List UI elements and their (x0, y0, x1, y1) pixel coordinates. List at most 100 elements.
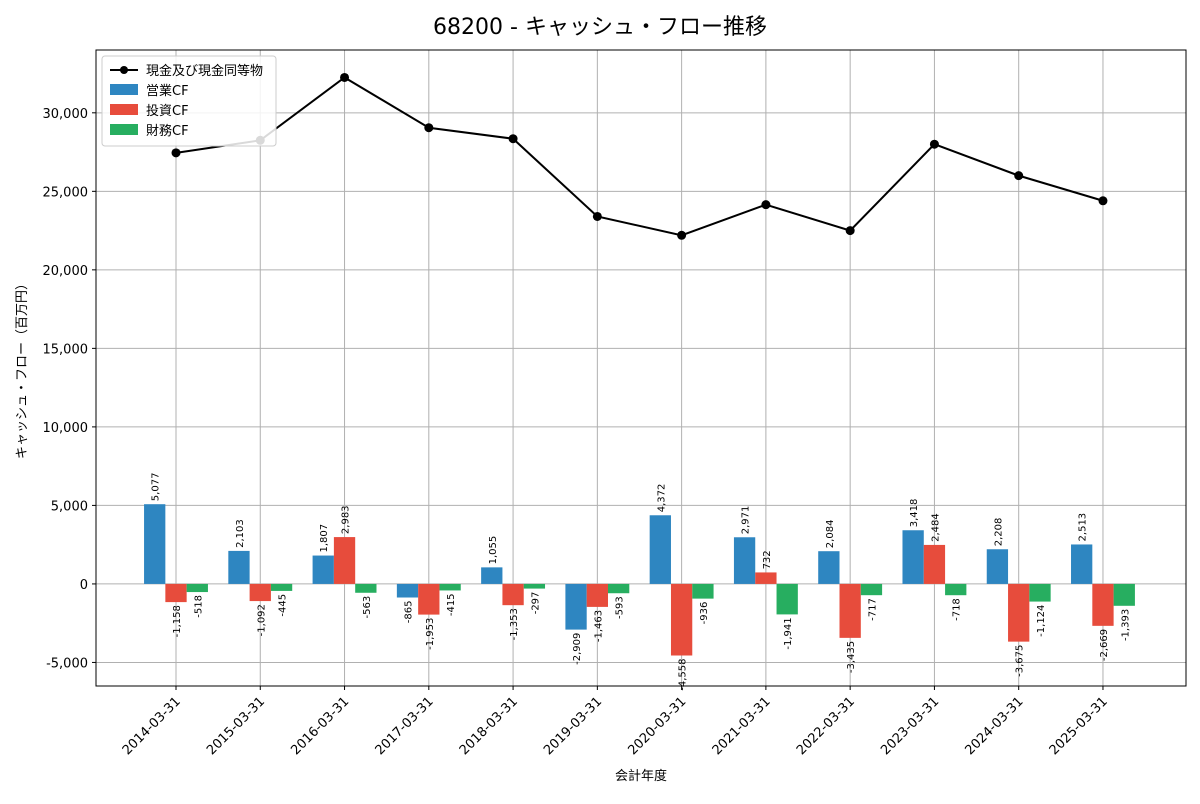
cash-balance-point (1014, 171, 1024, 181)
bar-financing (1029, 583, 1051, 602)
bar-value-label: -518 (193, 595, 204, 618)
x-tick-label: 2016-03-31 (288, 694, 352, 758)
bar-value-label: -1,158 (172, 605, 183, 637)
bar-operating (228, 550, 250, 584)
bar-value-label: 2,983 (341, 505, 352, 534)
bar-value-label: -1,941 (783, 617, 794, 649)
x-axis-label: 会計年度 (615, 768, 667, 784)
legend-box (101, 55, 277, 147)
bar-value-label: 2,971 (741, 506, 752, 535)
x-tick-label: 2017-03-31 (373, 694, 437, 758)
bar-value-label: -717 (867, 598, 878, 621)
y-tick-label: 30,000 (43, 107, 89, 122)
grid-layer (96, 50, 1186, 686)
bar-investing (502, 583, 524, 606)
bar-operating (565, 583, 587, 630)
bar-value-label: 2,484 (930, 513, 941, 542)
bar-value-label: 5,077 (151, 473, 162, 502)
bar-investing (923, 544, 946, 584)
legend-entry-label: 営業CF (146, 83, 189, 99)
bar-financing (945, 583, 967, 596)
bar-value-label: -4,558 (678, 659, 689, 691)
bar-operating (818, 551, 840, 584)
bar-operating (986, 549, 1009, 584)
bar-value-label: -415 (446, 593, 457, 616)
x-tick-label: 2024-03-31 (962, 694, 1026, 758)
y-axis-label: キャッシュ・フロー（百万円） (15, 277, 30, 459)
bar-value-label: -1,463 (593, 610, 604, 642)
legend-swatch-bar (110, 124, 138, 135)
bar-operating (649, 515, 671, 584)
axes-frame (95, 49, 1187, 687)
y-tick-label: -5,000 (46, 656, 88, 671)
bar-investing (670, 583, 693, 656)
y-tick-label: 5,000 (51, 499, 88, 514)
bar-financing (355, 583, 377, 593)
bar-value-label: -563 (362, 596, 373, 619)
cash-balance-line (175, 76, 1104, 237)
cash-balance-point (424, 123, 434, 133)
chart-title: 68200 - キャッシュ・フロー推移 (433, 15, 767, 40)
x-tick-label: 2022-03-31 (794, 694, 858, 758)
bar-financing (608, 583, 630, 594)
cash-balance-point (340, 72, 350, 82)
bar-value-label: 1,055 (488, 536, 499, 565)
bar-value-label: -1,953 (425, 618, 436, 650)
y-tick-label: 0 (80, 578, 88, 593)
cash-balance-point (592, 211, 602, 221)
cash-balance-point (171, 148, 181, 158)
legend-swatch-marker (120, 66, 128, 74)
bar-investing (418, 583, 440, 615)
bar-value-label: 4,372 (656, 484, 667, 513)
bar-value-label: -2,909 (572, 633, 583, 665)
cash-balance-point (677, 230, 687, 240)
legend-entry-label: 財務CF (146, 124, 189, 139)
bar-value-label: -3,675 (1015, 645, 1026, 677)
bar-value-label: -297 (530, 592, 541, 615)
bar-value-label: 2,513 (1078, 513, 1089, 542)
bar-operating (312, 555, 334, 584)
bar-investing (755, 572, 777, 584)
cash-balance-point (1098, 196, 1108, 206)
bar-operating (902, 530, 924, 584)
bar-financing (523, 583, 546, 589)
bar-value-label: -718 (952, 598, 963, 621)
bar-value-label: 2,084 (825, 520, 836, 549)
bar-operating (396, 583, 419, 598)
cash-balance-point (845, 226, 855, 236)
legend-entry-label: 投資CF (146, 103, 189, 119)
bar-financing (776, 583, 798, 615)
bar-value-label: -1,353 (509, 608, 520, 640)
bar-investing (1092, 583, 1114, 626)
bar-investing (1008, 583, 1030, 642)
bar-operating (481, 567, 503, 584)
legend-swatch-bar (110, 84, 138, 95)
x-tick-label: 2019-03-31 (541, 694, 605, 758)
bar-financing (860, 583, 883, 596)
bar-investing (586, 583, 608, 607)
x-tick-label: 2020-03-31 (625, 694, 689, 758)
bar-value-label: -1,124 (1036, 605, 1047, 637)
bar-value-label: 2,208 (993, 518, 1004, 547)
bar-value-label: -2,669 (1099, 629, 1110, 661)
cash-balance-point (508, 134, 518, 144)
bar-investing (333, 537, 356, 584)
label-layer: 5,077 2,103 1,807 -865 1,055 -2,909 4,372 2,971… (151, 473, 1132, 691)
bar-value-label: 3,418 (909, 499, 920, 528)
bar-operating (144, 504, 166, 584)
cash-balance-point (929, 139, 939, 149)
bar-value-label: 732 (762, 550, 773, 569)
x-tick-label: 2025-03-31 (1047, 694, 1111, 758)
x-tick-label: 2015-03-31 (204, 694, 268, 758)
bar-value-label: 2,103 (235, 519, 246, 548)
bar-value-label: -936 (699, 602, 710, 625)
bar-value-label: -865 (404, 601, 415, 624)
y-tick-label: 20,000 (43, 264, 89, 279)
bar-operating (733, 537, 756, 584)
bar-financing (186, 583, 208, 593)
bar-value-label: 1,807 (319, 524, 330, 553)
line-layer (171, 72, 1108, 240)
